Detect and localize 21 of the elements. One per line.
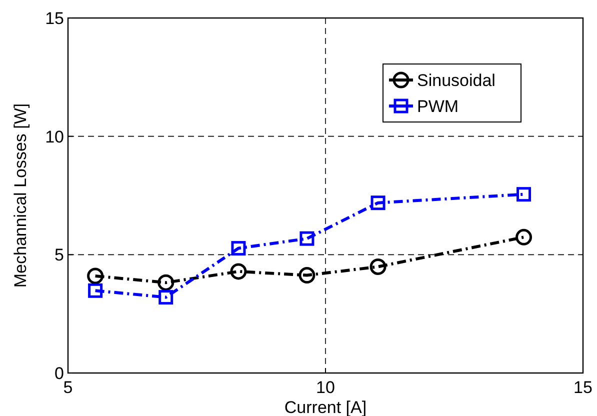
point — [298, 267, 316, 284]
point — [516, 187, 532, 202]
y-axis-title: Mechannical Losses [W] — [11, 103, 30, 288]
y-tick-label: 5 — [54, 246, 64, 265]
y-tick-label: 10 — [45, 127, 64, 146]
x-tick-label: 15 — [574, 378, 592, 397]
point — [516, 228, 532, 246]
point — [300, 231, 314, 246]
point — [87, 268, 104, 284]
point — [370, 258, 386, 275]
x-tick-label: 10 — [316, 378, 335, 397]
point — [231, 241, 246, 256]
legend-label: Sinusoidal — [417, 70, 496, 90]
point — [158, 290, 174, 305]
y-tick-label: 0 — [54, 364, 64, 383]
y-tick-label: 15 — [45, 8, 64, 28]
point — [230, 263, 247, 280]
point — [158, 274, 174, 291]
point — [88, 283, 103, 298]
point — [370, 196, 386, 210]
legend-label: PWM — [417, 96, 459, 116]
